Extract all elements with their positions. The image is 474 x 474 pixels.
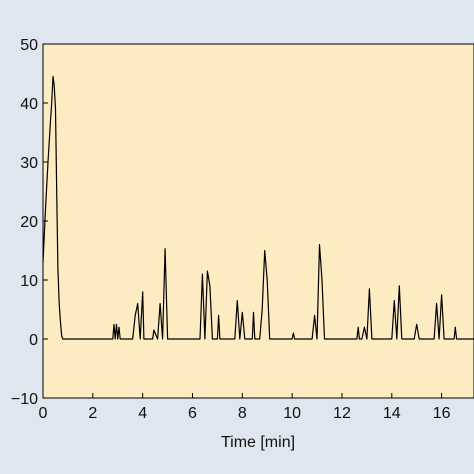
x-tick-label: 10: [283, 405, 301, 422]
x-axis: 0 2 4 6 8 10 12 14 16: [39, 393, 451, 422]
y-tick-label: 50: [20, 37, 38, 54]
x-tick-label: 8: [238, 405, 247, 422]
y-tick-label: 40: [20, 96, 38, 113]
y-tick-label: 20: [20, 214, 38, 231]
x-tick-label: 2: [88, 405, 97, 422]
y-tick-label: 0: [29, 332, 38, 349]
x-tick-label: 14: [383, 405, 401, 422]
x-tick-label: 0: [39, 405, 48, 422]
x-tick-label: 4: [138, 405, 147, 422]
plot-area: [43, 44, 474, 398]
x-tick-label: 16: [433, 405, 451, 422]
y-axis: −10 0 10 20 30 40 50: [11, 37, 48, 408]
y-tick-label: 30: [20, 155, 38, 172]
series-line: [42, 75, 474, 340]
y-tick-label: 10: [20, 273, 38, 290]
y-tick-label: −10: [11, 391, 38, 408]
plot-frame: [42, 43, 474, 399]
x-tick-label: 6: [188, 405, 197, 422]
x-tick-label: 12: [333, 405, 351, 422]
x-axis-title: Time [min]: [221, 434, 295, 451]
